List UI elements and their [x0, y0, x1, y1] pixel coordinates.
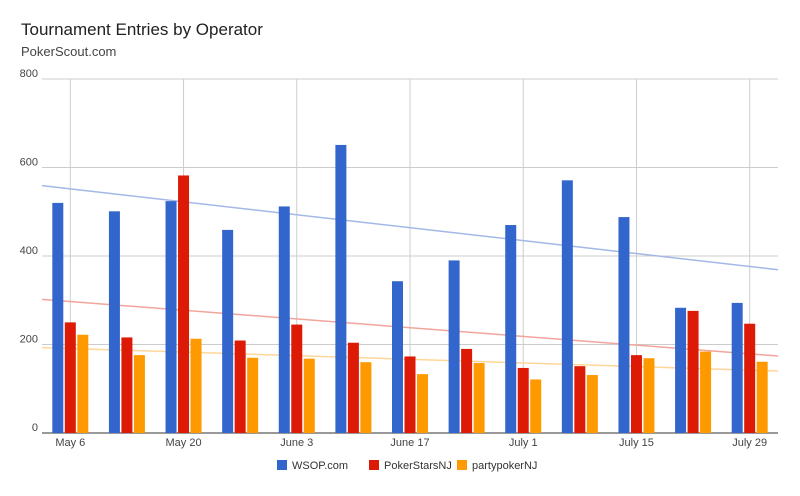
bar	[630, 355, 642, 433]
bar	[505, 225, 517, 433]
bar	[448, 260, 460, 433]
x-tick-label: July 29	[732, 437, 767, 449]
x-tick-label: June 3	[280, 437, 313, 449]
bar	[561, 180, 573, 433]
bar	[744, 323, 756, 433]
bar	[347, 342, 359, 433]
axis-layer: 0 200 400 600 800 May 6 May 20 June 3 June 17 Jul…	[20, 68, 767, 449]
y-tick-label: 800	[20, 68, 38, 80]
legend: WSOP.com PokerStarsNJ partypokerNJ	[277, 460, 537, 472]
legend-label: PokerStarsNJ	[384, 460, 452, 472]
bar	[700, 351, 712, 433]
bar	[278, 206, 290, 433]
bar	[392, 281, 403, 433]
bar	[360, 362, 372, 433]
bar	[675, 307, 687, 433]
bar	[190, 338, 202, 433]
bar	[291, 324, 303, 433]
bar	[461, 348, 473, 433]
legend-swatch	[369, 460, 379, 470]
bar	[64, 322, 76, 433]
bar	[473, 363, 485, 433]
legend-swatch	[277, 460, 287, 470]
legend-label: WSOP.com	[292, 460, 348, 472]
x-tick-label: May 6	[55, 437, 85, 449]
bar	[586, 375, 598, 433]
bar	[247, 357, 259, 433]
bar-layer	[52, 144, 768, 433]
legend-swatch	[457, 460, 467, 470]
bar	[303, 358, 315, 433]
x-tick-label: June 17	[390, 437, 429, 449]
chart-title: Tournament Entries by Operator	[21, 20, 263, 39]
bar	[618, 217, 630, 433]
bar	[178, 175, 190, 433]
bar	[165, 201, 177, 433]
y-tick-label: 400	[20, 245, 38, 257]
bar	[687, 310, 699, 433]
legend-label: partypokerNJ	[472, 460, 537, 472]
bar	[574, 366, 586, 433]
bar	[731, 302, 743, 433]
x-tick-label: July 1	[509, 437, 538, 449]
x-tick-label: July 15	[619, 437, 654, 449]
trendline	[41, 184, 779, 271]
bar	[222, 229, 234, 433]
bar	[517, 367, 529, 433]
bar	[108, 211, 120, 433]
bar	[643, 358, 655, 433]
y-tick-label: 0	[32, 422, 38, 434]
bar	[234, 340, 246, 433]
bar	[133, 355, 145, 433]
bar	[756, 361, 768, 433]
bar	[417, 374, 428, 433]
bar	[121, 337, 133, 433]
y-tick-label: 600	[20, 157, 38, 169]
bar	[335, 144, 347, 433]
bar	[404, 356, 416, 433]
bar	[52, 202, 64, 433]
bar	[530, 379, 542, 433]
trendline	[41, 298, 779, 357]
x-tick-label: May 20	[165, 437, 201, 449]
bar	[77, 334, 89, 433]
y-tick-label: 200	[20, 334, 38, 346]
chart-subtitle: PokerScout.com	[21, 44, 117, 59]
